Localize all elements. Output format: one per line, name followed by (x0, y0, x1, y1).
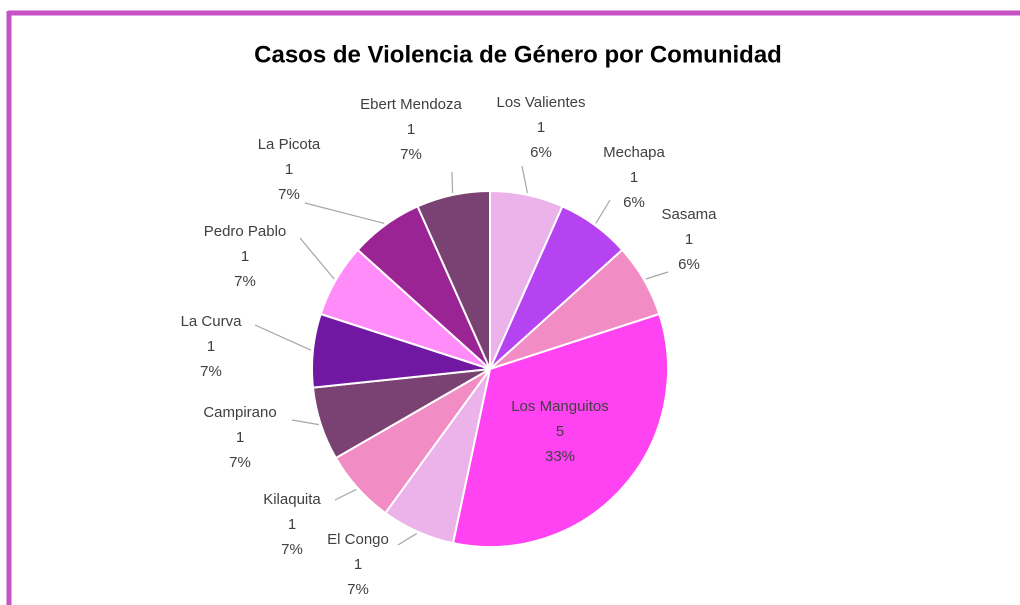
leader-line (451, 171, 454, 193)
data-label-percent: 6% (623, 194, 645, 211)
leader-line (595, 199, 611, 224)
data-label-value: 1 (407, 121, 415, 138)
data-label-percent: 33% (545, 448, 575, 465)
data-label-name: Sasama (661, 206, 717, 223)
data-label-percent: 7% (281, 541, 303, 558)
leader-line (291, 419, 319, 426)
data-label-name: La Curva (181, 313, 243, 330)
data-label-value: 1 (241, 248, 249, 265)
data-label-percent: 7% (234, 273, 256, 290)
pie-slice (416, 189, 491, 370)
leader-line (254, 324, 312, 351)
data-label-value: 1 (236, 429, 244, 446)
data-label-value: 1 (630, 169, 638, 186)
data-label-value: 1 (354, 556, 362, 573)
data-label-value: 1 (685, 231, 693, 248)
data-label-percent: 7% (347, 581, 369, 598)
leader-line (521, 165, 529, 194)
data-label-name: Ebert Mendoza (360, 96, 462, 113)
data-label-name: Campirano (203, 404, 276, 421)
data-label-name: El Congo (327, 531, 389, 548)
data-label-percent: 7% (229, 454, 251, 471)
data-label-value: 1 (207, 338, 215, 355)
leader-line (304, 202, 385, 224)
data-label-name: Mechapa (603, 144, 665, 161)
data-label-value: 1 (537, 119, 545, 136)
data-label-name: Pedro Pablo (204, 223, 287, 240)
data-label-percent: 6% (530, 144, 552, 161)
data-label-value: 5 (556, 423, 564, 440)
data-label-percent: 7% (278, 186, 300, 203)
data-label-name: Los Valientes (497, 94, 586, 111)
leader-line (334, 488, 357, 501)
pie-slice (451, 312, 669, 548)
data-label-percent: 7% (400, 146, 422, 163)
leader-line (299, 237, 335, 280)
data-label-percent: 7% (200, 363, 222, 380)
data-label-value: 1 (288, 516, 296, 533)
data-label-percent: 6% (678, 256, 700, 273)
data-label-name: Los Manguitos (511, 398, 609, 415)
chart-title: Casos de Violencia de Género por Comunid… (254, 41, 782, 68)
data-label-name: Kilaquita (263, 491, 321, 508)
leader-line (397, 532, 418, 546)
data-label-name: La Picota (258, 136, 321, 153)
data-label-value: 1 (285, 161, 293, 178)
leader-line (645, 271, 669, 280)
